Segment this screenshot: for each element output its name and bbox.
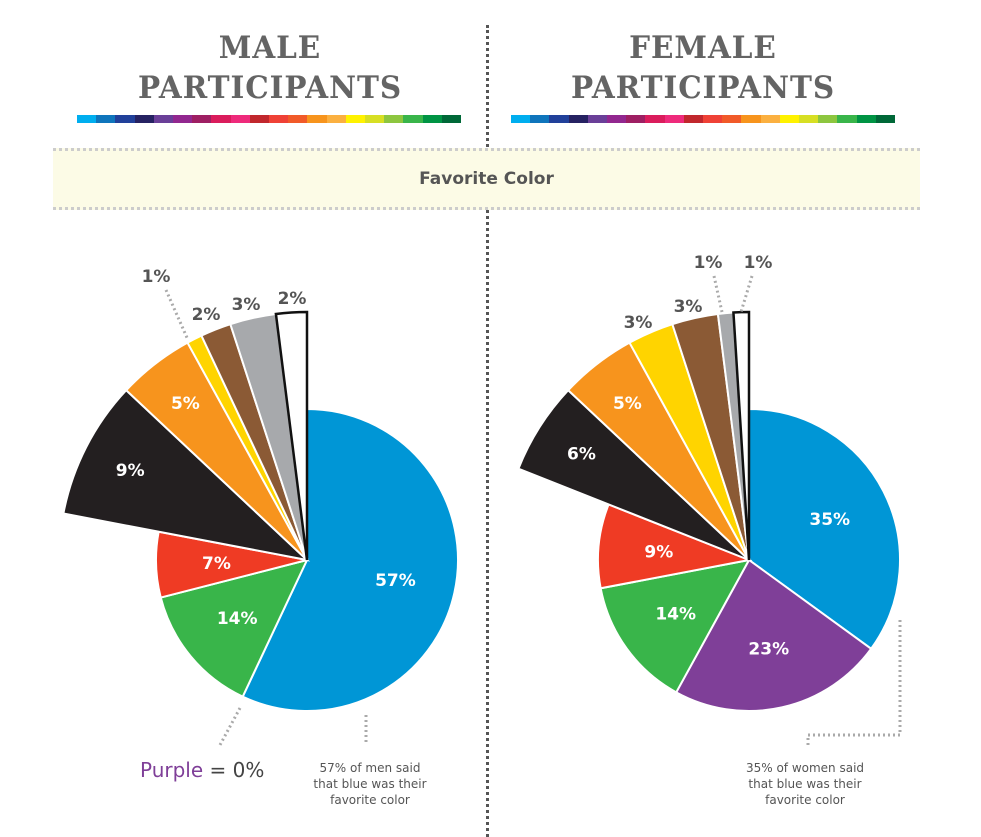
palette-swatch <box>192 115 212 123</box>
pie-slice-green <box>159 558 309 698</box>
palette-swatch <box>422 115 442 123</box>
palette-swatch <box>345 115 366 123</box>
slice-label: 3% <box>624 313 653 333</box>
male-note-line: favorite color <box>330 793 410 807</box>
slice-label: 5% <box>171 394 200 414</box>
palette-swatch <box>403 115 423 123</box>
pie-slice-green <box>599 558 751 694</box>
palette-swatch <box>607 115 627 123</box>
palette-swatch <box>722 115 742 123</box>
palette-swatch <box>230 115 250 123</box>
palette-swatch <box>211 115 231 123</box>
purple-word: Purple <box>140 758 204 782</box>
slice-label: 7% <box>202 554 231 574</box>
female-color-bar <box>511 115 896 123</box>
male-color-bar <box>77 115 462 123</box>
slice-label: 3% <box>674 297 703 317</box>
slice-label: 9% <box>116 461 145 481</box>
male-title-line2: PARTICIPANTS <box>137 70 403 106</box>
male-note-line: that blue was their <box>313 777 427 791</box>
palette-swatch <box>115 115 135 123</box>
leader-line <box>739 275 754 313</box>
pie-slice-blue <box>748 407 901 651</box>
female-title: FEMALE PARTICIPANTS <box>503 28 903 108</box>
palette-swatch <box>269 115 289 123</box>
palette-swatch <box>173 115 193 123</box>
palette-swatch <box>153 115 174 123</box>
pie-slice-white <box>732 310 751 561</box>
palette-swatch <box>549 115 569 123</box>
palette-swatch <box>249 115 270 123</box>
slice-label: 14% <box>217 609 258 629</box>
female-note-line: favorite color <box>765 793 845 807</box>
slice-label: 3% <box>232 295 261 315</box>
palette-swatch <box>96 115 116 123</box>
palette-swatch <box>530 115 550 123</box>
palette-swatch <box>568 115 588 123</box>
male-title-line1: MALE <box>218 30 322 66</box>
pie-slice-white <box>274 310 309 561</box>
slice-label: 14% <box>655 604 696 624</box>
slice-label: 1% <box>744 253 773 273</box>
palette-swatch <box>683 115 704 123</box>
palette-swatch <box>664 115 684 123</box>
palette-swatch <box>760 115 780 123</box>
palette-swatch <box>799 115 819 123</box>
slice-label: 9% <box>644 542 673 562</box>
purple-note: Purple = 0% <box>140 758 264 782</box>
slice-label: 1% <box>142 267 171 287</box>
palette-swatch <box>288 115 308 123</box>
slice-label: 6% <box>567 445 596 465</box>
palette-swatch <box>77 115 97 123</box>
slice-label: 5% <box>613 394 642 414</box>
slice-label: 2% <box>192 305 221 325</box>
leader-line <box>164 289 190 341</box>
divider <box>486 25 489 837</box>
palette-swatch <box>837 115 857 123</box>
palette-swatch <box>703 115 723 123</box>
section-banner: Favorite Color <box>53 148 920 210</box>
female-title-line2: PARTICIPANTS <box>570 70 836 106</box>
palette-swatch <box>645 115 665 123</box>
palette-swatch <box>626 115 646 123</box>
palette-swatch <box>875 115 896 123</box>
pie-slice-blue <box>241 407 459 712</box>
palette-swatch <box>365 115 385 123</box>
male-note-line: 57% of men said <box>319 761 421 775</box>
palette-swatch <box>307 115 327 123</box>
leader-line <box>712 275 724 313</box>
palette-swatch <box>856 115 876 123</box>
female-note-line: that blue was their <box>748 777 862 791</box>
palette-swatch <box>384 115 404 123</box>
male-note: 57% of men said that blue was their favo… <box>290 760 450 808</box>
slice-label: 35% <box>809 510 850 530</box>
pie-slice-red <box>597 503 753 590</box>
palette-swatch <box>779 115 800 123</box>
slice-label: 1% <box>694 253 723 273</box>
slice-label: 57% <box>375 571 416 591</box>
pie-slice-purple <box>674 558 873 712</box>
palette-swatch <box>818 115 838 123</box>
palette-swatch <box>511 115 531 123</box>
female-note: 35% of women said that blue was their fa… <box>725 760 885 808</box>
female-title-line1: FEMALE <box>629 30 777 66</box>
palette-swatch <box>326 115 346 123</box>
palette-swatch <box>441 115 462 123</box>
pie-slice-black <box>62 388 311 562</box>
palette-swatch <box>741 115 761 123</box>
leader-line <box>806 620 902 748</box>
purple-value: = 0% <box>203 758 265 782</box>
slice-label: 2% <box>278 289 307 309</box>
leader-line <box>218 707 242 746</box>
palette-swatch <box>134 115 154 123</box>
slice-label: 23% <box>748 639 789 659</box>
male-title: MALE PARTICIPANTS <box>70 28 470 108</box>
palette-swatch <box>587 115 608 123</box>
female-note-line: 35% of women said <box>745 761 865 775</box>
